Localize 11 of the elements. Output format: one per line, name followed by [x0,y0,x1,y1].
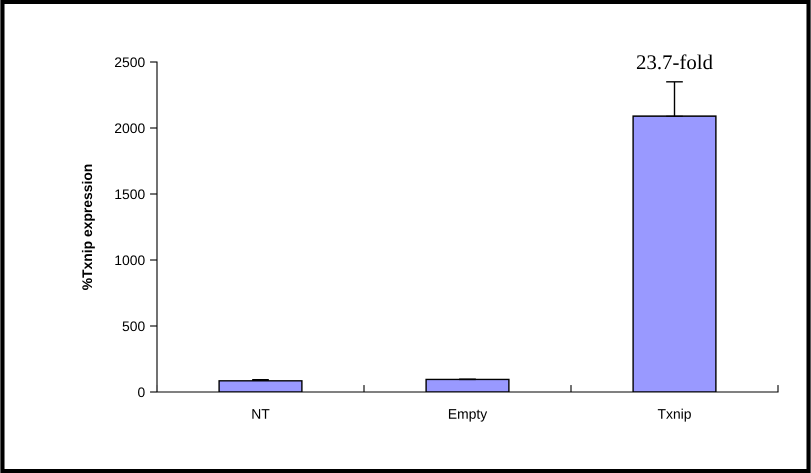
y-tick-label: 1500 [115,189,145,200]
y-axis-title: %Txnip expression [82,164,95,290]
x-tick-label: Txnip [658,408,691,422]
y-tick-label: 2500 [115,57,145,68]
y-tick-label: 1000 [115,255,145,266]
y-tick-label: 500 [122,321,145,332]
x-tick-label: Empty [448,409,488,422]
x-tick-label: NT [252,409,270,419]
y-tick-label: 0 [138,387,145,398]
y-tick-label: 2000 [115,123,145,134]
annotation: 23.7-fold [636,54,713,70]
